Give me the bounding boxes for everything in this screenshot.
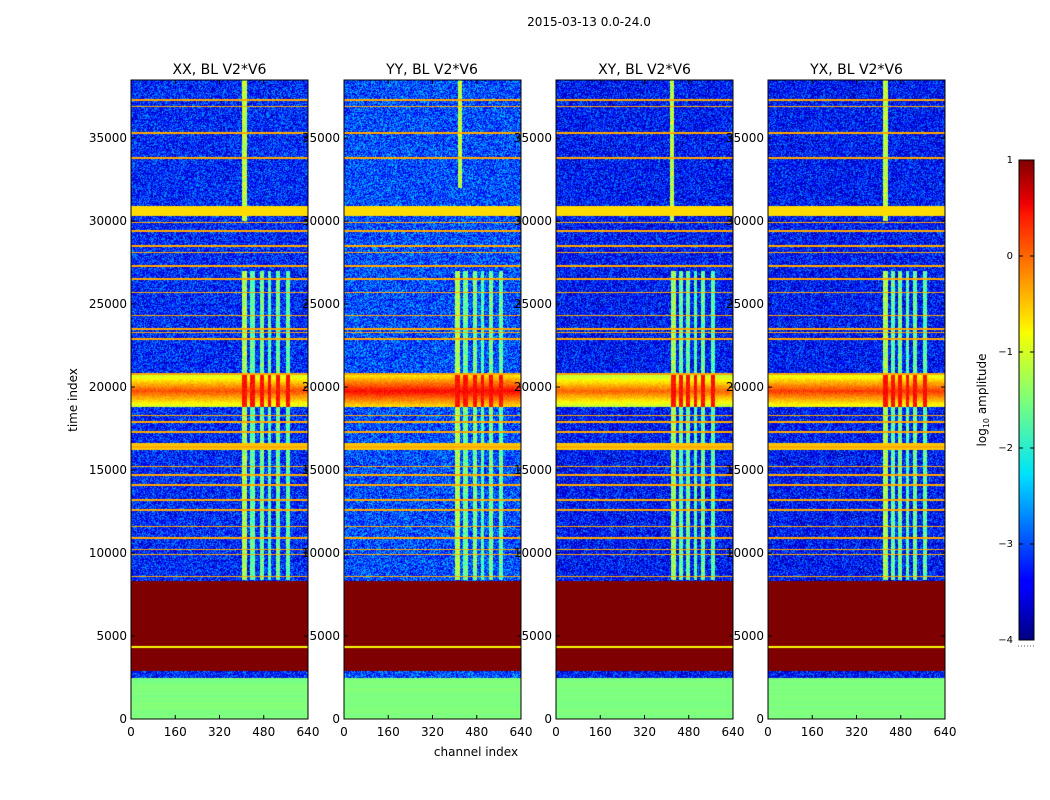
y-tick-label: 35000 (514, 131, 552, 145)
y-axis-label: time index (66, 368, 80, 432)
x-tick-label: 320 (421, 725, 444, 739)
y-tick-label: 35000 (302, 131, 340, 145)
y-tick-label: 10000 (302, 546, 340, 560)
y-tick-label: 30000 (89, 214, 127, 228)
colorbar (1018, 159, 1035, 641)
y-tick-label: 20000 (302, 380, 340, 394)
colorbar-tick-label: −1 (998, 347, 1013, 358)
x-tick-label: 640 (510, 725, 533, 739)
x-tick-label: 320 (633, 725, 656, 739)
colorbar-tick-label: −2 (998, 443, 1013, 454)
x-tick-label: 320 (845, 725, 868, 739)
y-tick-label: 30000 (302, 214, 340, 228)
panel-title-xy: XY, BL V2*V6 (598, 62, 691, 78)
y-tick-label: 35000 (89, 131, 127, 145)
heatmap-xx (131, 80, 308, 719)
y-tick-label: 20000 (514, 380, 552, 394)
x-tick-label: 480 (465, 725, 488, 739)
y-tick-label: 0 (544, 712, 552, 726)
heatmap-xy (556, 80, 733, 719)
y-tick-label: 10000 (514, 546, 552, 560)
figure-title: 2015-03-13 0.0-24.0 (527, 15, 651, 29)
y-tick-label: 25000 (302, 297, 340, 311)
y-tick-label: 20000 (89, 380, 127, 394)
y-tick-label: 5000 (309, 629, 340, 643)
x-tick-label: 0 (552, 725, 560, 739)
y-tick-label: 5000 (733, 629, 764, 643)
colorbar-ticks: 1 0 −1 −2 −3 −4 (998, 155, 1034, 646)
heatmap-yy (344, 80, 521, 719)
colorbar-tick-label: 0 (1007, 251, 1013, 262)
y-tick-label: 20000 (726, 380, 764, 394)
y-tick-label: 10000 (89, 546, 127, 560)
x-tick-label: 0 (340, 725, 348, 739)
colorbar-label: log10 amplitude (975, 354, 991, 447)
x-tick-label: 480 (252, 725, 275, 739)
axis-ticks: 0 160 320 480 640 0 5000 10000 15000 20000 25000 30… (89, 80, 957, 739)
y-tick-label: 10000 (726, 546, 764, 560)
colorbar-tick-label: −4 (998, 635, 1013, 646)
x-tick-label: 640 (722, 725, 745, 739)
y-tick-label: 5000 (96, 629, 127, 643)
y-tick-label: 15000 (514, 463, 552, 477)
x-tick-label: 160 (801, 725, 824, 739)
colorbar-tick-label: −3 (998, 539, 1013, 550)
heatmap-layer (131, 80, 945, 719)
y-tick-label: 15000 (89, 463, 127, 477)
x-tick-label: 640 (934, 725, 957, 739)
y-tick-label: 30000 (514, 214, 552, 228)
y-tick-label: 0 (119, 712, 127, 726)
panel-title-xx: XX, BL V2*V6 (173, 62, 267, 78)
x-tick-label: 0 (127, 725, 135, 739)
panel-title-yx: YX, BL V2*V6 (809, 62, 903, 78)
y-tick-label: 30000 (726, 214, 764, 228)
y-tick-label: 0 (332, 712, 340, 726)
y-tick-label: 5000 (521, 629, 552, 643)
x-axis-label: channel index (434, 745, 518, 759)
x-tick-label: 480 (677, 725, 700, 739)
x-tick-label: 160 (589, 725, 612, 739)
x-tick-label: 160 (164, 725, 187, 739)
x-tick-label: 320 (208, 725, 231, 739)
panel-title-yy: YY, BL V2*V6 (385, 62, 478, 78)
y-tick-label: 25000 (89, 297, 127, 311)
y-tick-label: 15000 (726, 463, 764, 477)
y-tick-label: 35000 (726, 131, 764, 145)
x-tick-label: 480 (889, 725, 912, 739)
y-tick-label: 0 (756, 712, 764, 726)
x-tick-label: 640 (297, 725, 320, 739)
y-tick-label: 25000 (514, 297, 552, 311)
x-tick-label: 160 (377, 725, 400, 739)
y-tick-label: 15000 (302, 463, 340, 477)
y-tick-label: 25000 (726, 297, 764, 311)
colorbar-tick-label: 1 (1007, 155, 1013, 166)
x-tick-label: 0 (764, 725, 772, 739)
heatmap-yx (768, 80, 945, 719)
